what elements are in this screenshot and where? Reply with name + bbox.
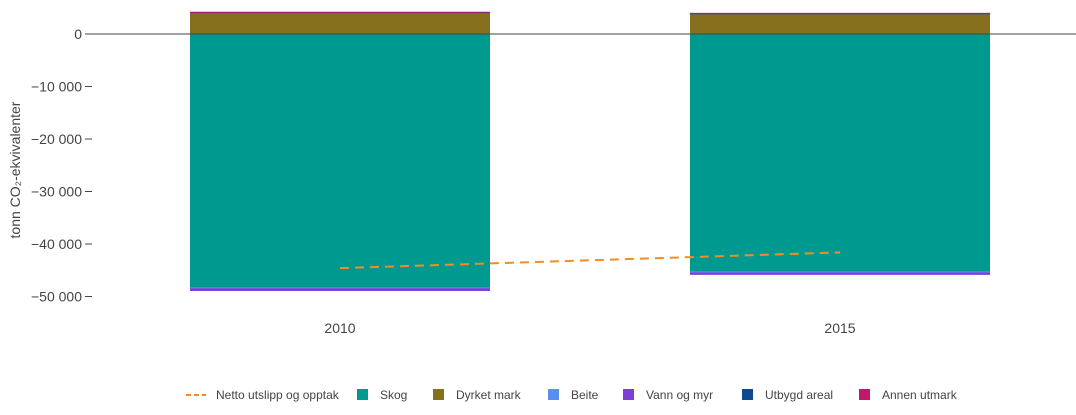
bar-2010-annen-utmark[interactable] xyxy=(190,11,490,13)
bar-2010-skog[interactable] xyxy=(190,34,490,288)
y-axis: 0 −10 000 −20 000 −30 000 −40 000 −50 000 xyxy=(31,26,92,305)
y-tick-label: 0 xyxy=(74,26,82,42)
legend-label: Utbygd areal xyxy=(765,388,833,402)
bar-2015-dyrket-mark[interactable] xyxy=(690,14,990,35)
x-tick-label: 2010 xyxy=(324,320,355,336)
bar-2015-vann-og-myr[interactable] xyxy=(690,272,990,275)
legend-swatch xyxy=(433,389,444,400)
legend: Netto utslipp og opptak Skog Dyrket mark Be… xyxy=(186,388,958,402)
line-series-netto[interactable] xyxy=(339,251,841,270)
y-tick-label: −40 000 xyxy=(31,236,82,252)
legend-item-netto-utslipp-og-opptak[interactable]: Netto utslipp og opptak xyxy=(186,388,340,402)
legend-item-utbygd-areal[interactable]: Utbygd areal xyxy=(742,388,833,402)
y-axis-label: tonn CO₂-ekvivalenter xyxy=(7,101,23,238)
bar-2015-skog[interactable] xyxy=(690,34,990,272)
x-axis: 2010 2015 xyxy=(324,320,855,336)
bars-layer xyxy=(190,11,990,291)
bar-2015-beite[interactable] xyxy=(690,271,990,273)
bar-2015-annen-utmark[interactable] xyxy=(690,12,990,14)
legend-swatch xyxy=(859,389,870,400)
legend-swatch xyxy=(548,389,559,400)
legend-label: Netto utslipp og opptak xyxy=(216,388,340,402)
x-tick-label: 2015 xyxy=(824,320,855,336)
legend-swatch xyxy=(357,389,368,400)
line-layer xyxy=(339,251,841,270)
legend-item-annen-utmark[interactable]: Annen utmark xyxy=(859,388,958,402)
bar-2010-vann-og-myr[interactable] xyxy=(190,288,490,291)
legend-item-vann-og-myr[interactable]: Vann og myr xyxy=(623,388,713,402)
legend-label: Beite xyxy=(571,388,599,402)
y-tick-label: −10 000 xyxy=(31,79,82,95)
legend-swatch xyxy=(742,389,753,400)
y-tick-label: −50 000 xyxy=(31,289,82,305)
legend-label: Skog xyxy=(380,388,407,402)
legend-label: Dyrket mark xyxy=(456,388,522,402)
y-tick-label: −30 000 xyxy=(31,184,82,200)
bar-2010-dyrket-mark[interactable] xyxy=(190,13,490,34)
legend-item-dyrket-mark[interactable]: Dyrket mark xyxy=(433,388,522,402)
legend-item-skog[interactable]: Skog xyxy=(357,388,407,402)
legend-item-beite[interactable]: Beite xyxy=(548,388,599,402)
bar-2010-beite[interactable] xyxy=(190,287,490,289)
legend-label: Annen utmark xyxy=(882,388,958,402)
y-tick-label: −20 000 xyxy=(31,131,82,147)
legend-label: Vann og myr xyxy=(646,388,713,402)
legend-swatch xyxy=(623,389,634,400)
